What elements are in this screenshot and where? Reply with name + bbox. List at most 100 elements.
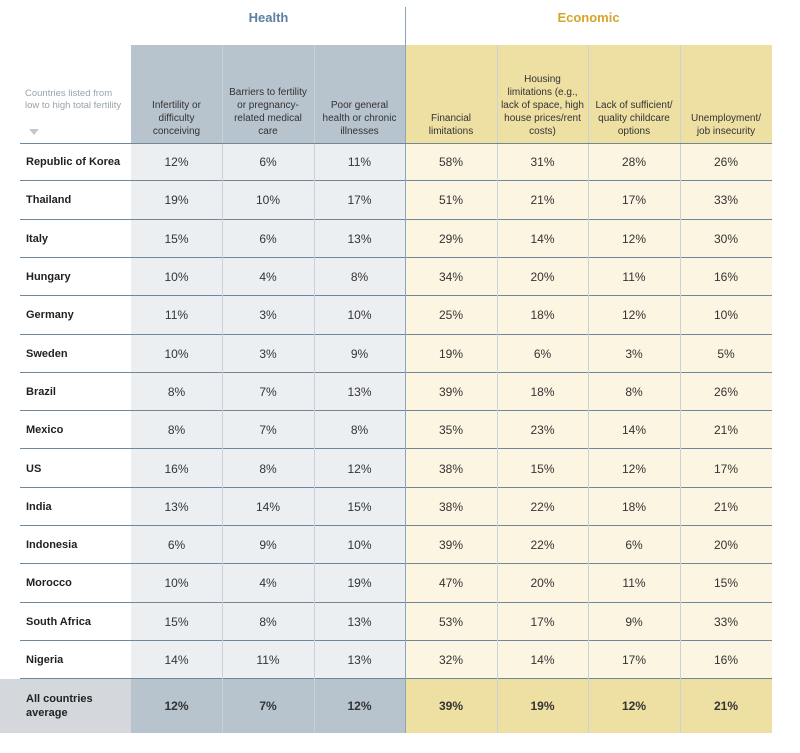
table-cell: 26% [680,143,772,182]
table-cell: 21% [497,181,588,220]
table-cell: 12% [588,296,680,335]
table-cell: 8% [222,449,314,488]
table-cell: 20% [497,564,588,603]
table-cell: 33% [680,181,772,220]
country-label: Germany [26,309,74,322]
table-cell: 18% [497,372,588,412]
row-divider [20,256,772,258]
table-cell: 6% [222,143,314,182]
table-cell: 23% [497,411,588,450]
table-cell: 22% [497,487,588,526]
country-label: Sweden [26,347,68,360]
row-divider [20,563,772,565]
table-cell: 6% [131,526,222,565]
table-cell: 14% [222,487,314,526]
table-cell: 15% [314,487,405,526]
table-cell: 17% [497,602,588,641]
table-cell: 17% [314,181,405,220]
table-cell: 12% [314,449,405,488]
table-cell: 8% [131,411,222,450]
row-divider [20,486,772,488]
row-divider [20,678,772,680]
table-cell: 8% [222,602,314,641]
average-cell: 19% [497,679,588,733]
table-cell: 19% [314,564,405,603]
country-label: US [26,462,42,475]
table-cell: 15% [680,564,772,603]
table-cell: 11% [588,257,680,297]
table-cell: 6% [222,219,314,258]
table-cell: 21% [680,487,772,526]
country-label: India [26,500,52,513]
table-cell: 14% [497,640,588,680]
table-cell: 39% [405,372,497,412]
table-cell: 11% [314,143,405,182]
average-cell: 7% [222,679,314,733]
column-divider [680,45,681,733]
table-cell: 3% [588,334,680,373]
table-cell: 14% [131,640,222,680]
average-cell: 21% [680,679,772,733]
table-cell: 3% [222,334,314,373]
table-cell: 12% [588,219,680,258]
table-cell: 29% [405,219,497,258]
table-cell: 30% [680,219,772,258]
table-cell: 34% [405,257,497,297]
column-divider [314,45,315,733]
table-cell: 10% [314,526,405,565]
country-label: Italy [26,232,49,245]
table-cell: 8% [314,257,405,297]
table-cell: 19% [131,181,222,220]
column-header: Poor general health or chronic illnesses [314,45,405,143]
table-cell: 14% [497,219,588,258]
table-cell: 15% [131,602,222,641]
table-cell: 20% [497,257,588,297]
row-divider [20,410,772,412]
table-cell: 26% [680,372,772,412]
table-cell: 32% [405,640,497,680]
table-cell: 15% [497,449,588,488]
country-label: Thailand [26,194,72,207]
column-divider [588,45,589,733]
country-label: Indonesia [26,539,78,552]
table-cell: 18% [588,487,680,526]
table-cell: 9% [588,602,680,641]
country-label: Nigeria [26,654,64,667]
row-divider [20,295,772,297]
table-cell: 10% [131,564,222,603]
country-label: Mexico [26,424,64,437]
table-cell: 11% [588,564,680,603]
table-cell: 10% [314,296,405,335]
table-cell: 10% [131,257,222,297]
row-divider [20,180,772,182]
table-cell: 38% [405,449,497,488]
average-cell: 12% [588,679,680,733]
table-cell: 47% [405,564,497,603]
table-cell: 4% [222,257,314,297]
table-cell: 20% [680,526,772,565]
table-cell: 18% [497,296,588,335]
table-cell: 8% [314,411,405,450]
table-cell: 6% [497,334,588,373]
table-cell: 15% [131,219,222,258]
table-cell: 10% [680,296,772,335]
table-cell: 14% [588,411,680,450]
table-cell: 17% [680,449,772,488]
average-cell: 39% [405,679,497,733]
table-cell: 7% [222,411,314,450]
column-header: Infertility or difficulty conceiving [131,45,222,143]
table-cell: 3% [222,296,314,335]
country-label: Republic of Korea [26,156,121,169]
table-cell: 16% [131,449,222,488]
table-cell: 35% [405,411,497,450]
group-divider [405,7,406,45]
table-cell: 39% [405,526,497,565]
down-arrow-icon [29,129,39,135]
column-header: Financial limitations [405,45,497,143]
average-cell: 12% [314,679,405,733]
row-divider [20,218,772,220]
table-cell: 53% [405,602,497,641]
table-cell: 21% [680,411,772,450]
table-cell: 13% [314,219,405,258]
table-cell: 58% [405,143,497,182]
